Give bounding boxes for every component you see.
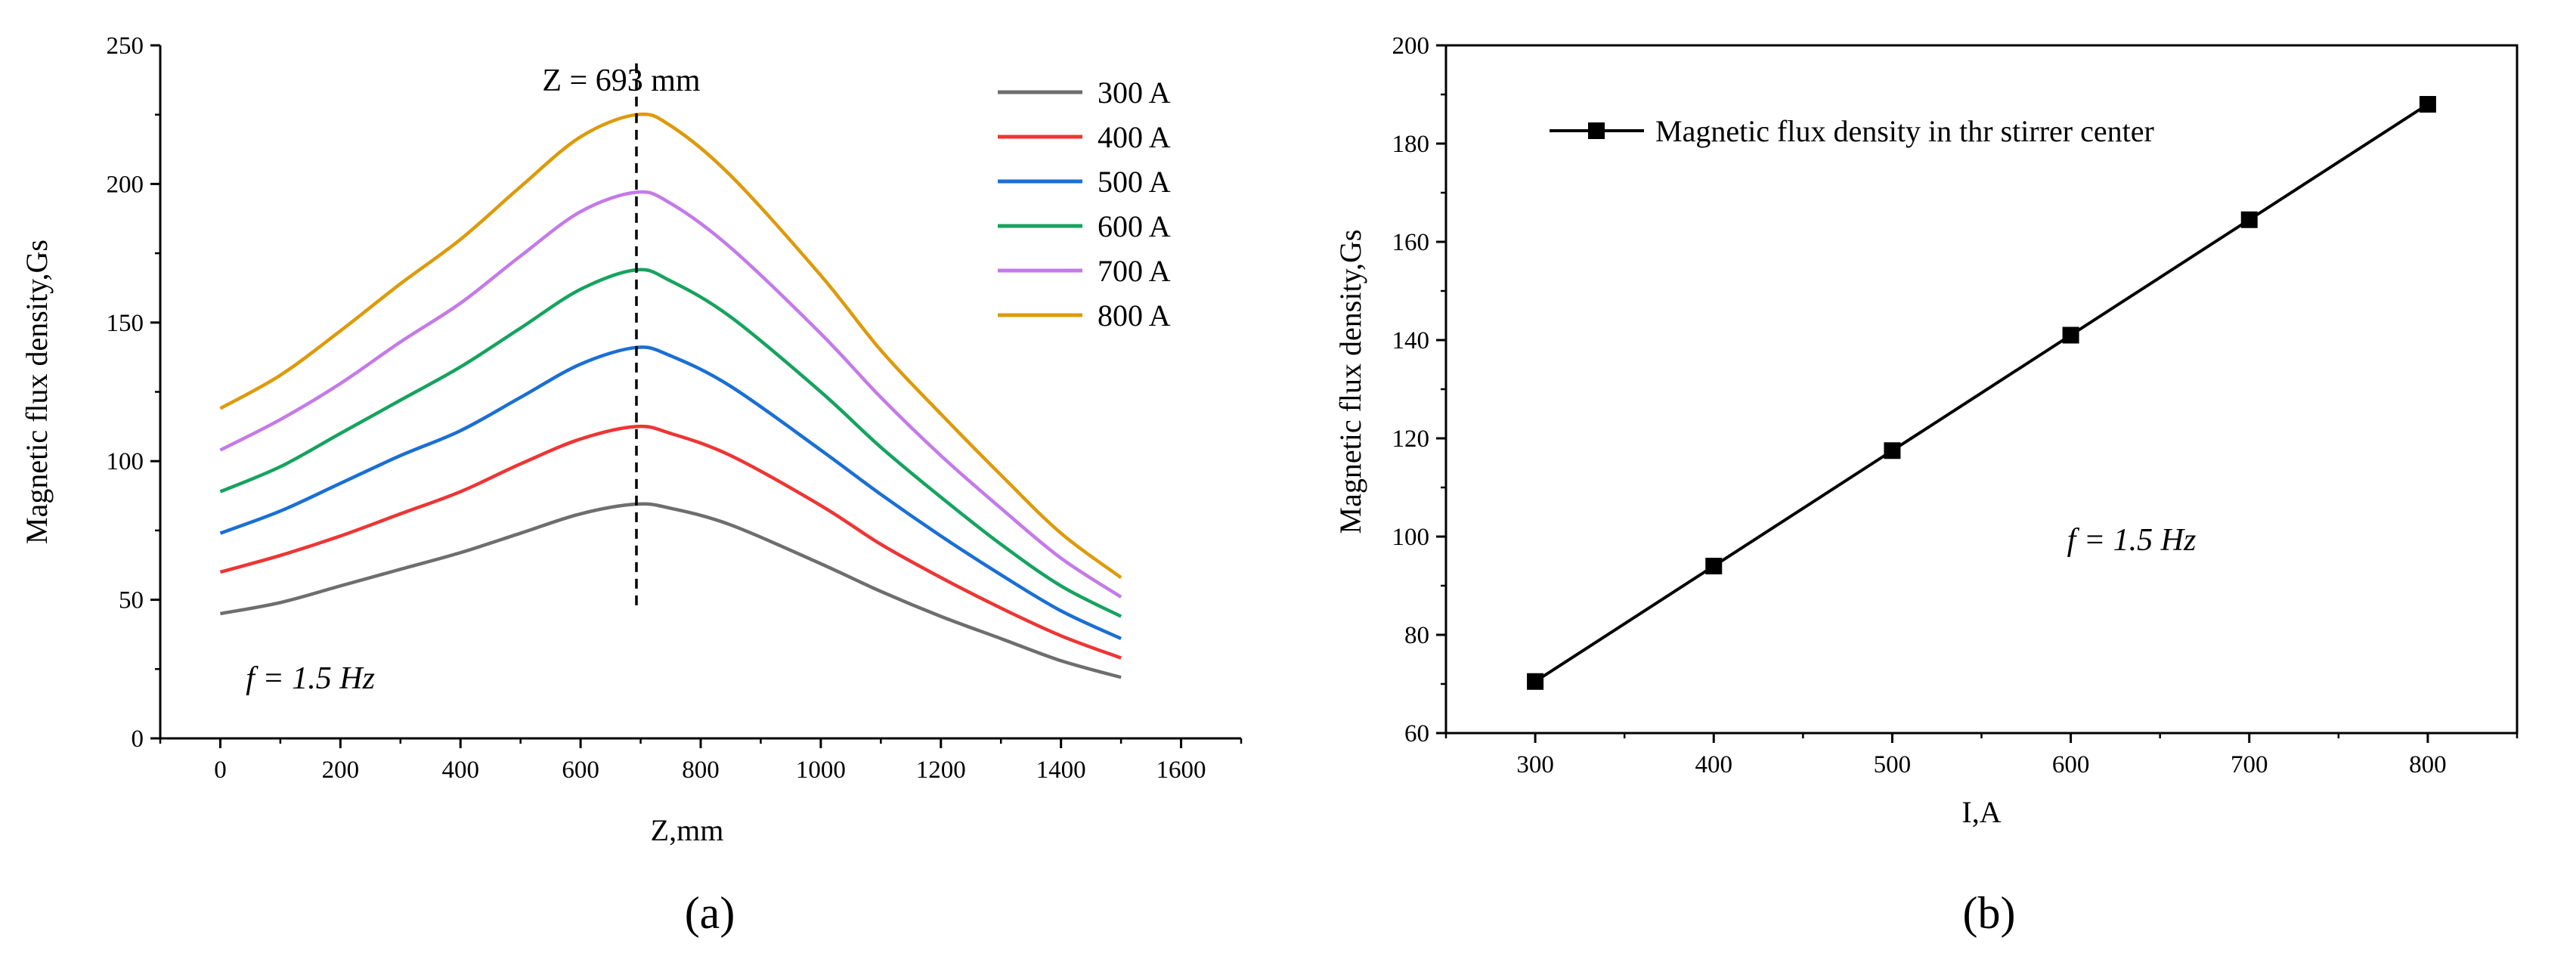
series-line-700a bbox=[219, 190, 1122, 599]
x-tick-label-b: 300 bbox=[1516, 751, 1554, 778]
x-tick-label-a: 200 bbox=[322, 757, 360, 784]
chart-a: 0 50 100 150 200 250 0 200 400 600 800 1000 1200 1400… bbox=[20, 32, 1243, 938]
x-tick-label-b: 600 bbox=[2052, 751, 2090, 778]
x-tick-label-a: 600 bbox=[562, 757, 599, 784]
x-axis-label-a: Z,mm bbox=[651, 813, 724, 847]
x-tick-label-a: 1600 bbox=[1156, 757, 1206, 784]
y-tick-label-b: 140 bbox=[1392, 327, 1430, 354]
chart-b: 60 80 100 120 140 160 180 200 300 400 500 600 700 800… bbox=[1333, 32, 2519, 938]
x-axis-label-b: I,A bbox=[1961, 795, 2001, 829]
y-tick-label-b: 100 bbox=[1392, 524, 1430, 551]
y-tick-label-b: 180 bbox=[1392, 131, 1430, 158]
series-line-flux-center bbox=[1534, 103, 2429, 683]
data-point-marker bbox=[2062, 326, 2079, 344]
y-tick-label-b: 120 bbox=[1392, 425, 1430, 453]
y-tick-label-a: 150 bbox=[107, 310, 144, 337]
y-tick-label-b: 60 bbox=[1404, 720, 1429, 747]
y-tick-label-a: 100 bbox=[107, 448, 144, 475]
legend-label: 300 A bbox=[1098, 76, 1171, 110]
panel-label-a: (a) bbox=[685, 888, 735, 938]
legend-label: 600 A bbox=[1098, 209, 1171, 243]
y-tick-label-a: 50 bbox=[119, 587, 144, 614]
legend-label: 400 A bbox=[1098, 120, 1171, 154]
series-line-500a bbox=[219, 345, 1122, 640]
x-tick-label-a: 400 bbox=[441, 757, 479, 784]
frequency-annotation-a: f = 1.5 Hz bbox=[246, 661, 375, 696]
x-tick-label-b: 500 bbox=[1874, 751, 1912, 778]
data-point-marker bbox=[1705, 558, 1723, 574]
y-tick-label-b: 200 bbox=[1392, 32, 1430, 60]
series-line-800a bbox=[219, 112, 1122, 580]
x-tick-label-a: 800 bbox=[682, 757, 720, 784]
x-tick-label-a: 1400 bbox=[1036, 757, 1086, 784]
legend-label: 800 A bbox=[1098, 299, 1171, 333]
data-point-marker bbox=[1527, 673, 1544, 690]
legend-marker-flux-center bbox=[1588, 122, 1605, 139]
x-tick-label-a: 1000 bbox=[796, 757, 846, 784]
y-tick-label-a: 0 bbox=[132, 726, 144, 753]
x-tick-label-b: 700 bbox=[2231, 751, 2268, 778]
y-tick-label-b: 160 bbox=[1392, 229, 1430, 256]
x-tick-label-a: 1200 bbox=[916, 757, 966, 784]
y-tick-label-b: 80 bbox=[1404, 622, 1429, 649]
legend-label: 700 A bbox=[1098, 254, 1171, 288]
plot-frame-b bbox=[1444, 44, 2519, 735]
x-tick-label-b: 800 bbox=[2409, 751, 2447, 778]
frequency-annotation-b: f = 1.5 Hz bbox=[2067, 523, 2197, 558]
y-tick-label-a: 250 bbox=[107, 32, 144, 60]
x-tick-label-a: 0 bbox=[214, 757, 227, 784]
legend-label-flux-center: Magnetic flux density in thr stirrer cen… bbox=[1655, 114, 2154, 148]
data-point-marker bbox=[1884, 442, 1901, 459]
series-line-300a bbox=[220, 502, 1122, 679]
y-axis-label-b: Magnetic flux density,Gs bbox=[1333, 230, 1367, 534]
x-tick-label-b: 400 bbox=[1695, 751, 1733, 778]
series-line-600a bbox=[219, 268, 1122, 618]
series-line-400a bbox=[219, 424, 1122, 660]
panel-label-b: (b) bbox=[1963, 888, 2016, 938]
peak-marker-label: Z = 693 mm bbox=[542, 63, 701, 98]
data-point-marker bbox=[2240, 211, 2258, 228]
legend-label: 500 A bbox=[1098, 165, 1171, 199]
y-tick-label-a: 200 bbox=[107, 171, 144, 198]
data-point-marker bbox=[2419, 96, 2436, 113]
y-axis-label-a: Magnetic flux density,Gs bbox=[20, 240, 54, 544]
